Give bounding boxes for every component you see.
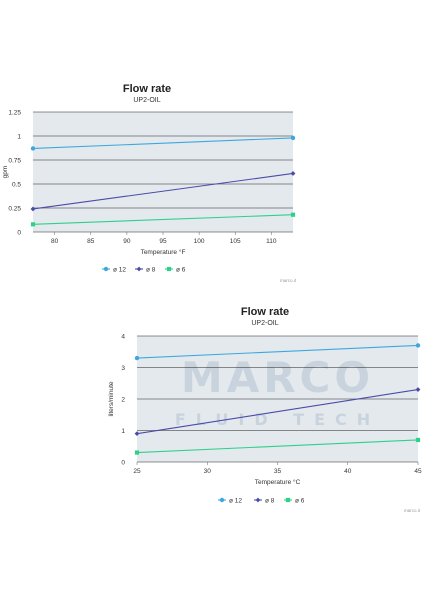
y-tick-label: 3: [121, 365, 125, 372]
y-axis-label: gpm: [2, 166, 9, 179]
data-point: [30, 146, 36, 151]
data-point: [415, 387, 421, 392]
chart-subtitle: UP2-OIL: [133, 97, 160, 104]
chart-title: Flow rate: [123, 83, 171, 95]
data-point: [290, 212, 296, 217]
x-tick-label: 45: [414, 468, 422, 475]
x-axis-label: Temperature °C: [255, 478, 301, 486]
x-tick-label: 100: [194, 238, 205, 245]
legend-marker: [166, 266, 172, 272]
y-tick-label: 0: [121, 459, 125, 466]
data-point: [30, 222, 36, 227]
x-tick-label: 105: [230, 238, 241, 245]
x-tick-label: 30: [204, 468, 212, 475]
legend-label: ø 8: [146, 266, 156, 273]
flow-rate-chart-celsius: MARCO FLUID TECH 0 1 2 3 4 25 30 35 40 45 Temperatur…: [0, 300, 424, 518]
y-axis-label: liters/minute: [108, 381, 115, 416]
x-tick-label: 110: [266, 238, 277, 245]
legend-label: ø 12: [113, 266, 126, 273]
series-line-1: [32, 137, 294, 150]
legend-marker: [103, 266, 109, 272]
legend-label: ø 12: [229, 497, 242, 504]
chart-subtitle: UP2-OIL: [251, 320, 278, 327]
series-line-2: [32, 172, 294, 210]
series-line-3: [32, 214, 294, 225]
data-point: [415, 343, 421, 348]
y-tick-label: 4: [121, 333, 125, 340]
x-tick-label: 80: [51, 238, 59, 245]
flow-rate-chart-fahrenheit: 0 0.25 0.5 0.75 1 1.25 80 85 90 95 100 105 110 Temper…: [0, 78, 424, 290]
chart-svg-celsius: MARCO FLUID TECH 0 1 2 3 4 25 30 35 40 45 Temperatur…: [108, 306, 422, 513]
y-tick-label: 2: [121, 396, 125, 403]
x-tick-label: 85: [87, 238, 95, 245]
legend-label: ø 6: [176, 266, 186, 273]
data-point: [134, 431, 140, 437]
legend-marker: [255, 497, 261, 503]
data-point: [134, 355, 140, 361]
data-point: [134, 450, 140, 455]
legend-marker: [285, 497, 291, 503]
x-tick-label: 95: [159, 238, 167, 245]
plot-area: [33, 112, 293, 232]
y-tick-label: 0.5: [12, 181, 21, 188]
chart-svg-fahrenheit: 0 0.25 0.5 0.75 1 1.25 80 85 90 95 100 105 110 Temper…: [2, 83, 297, 283]
x-tick-label: 35: [274, 468, 282, 475]
y-tick-label: 0: [17, 229, 21, 236]
x-tick-label: 90: [123, 238, 131, 245]
legend-label: ø 8: [265, 497, 275, 504]
watermark-logo-text: MARCO: [181, 353, 374, 402]
data-point: [30, 206, 36, 212]
data-point: [290, 171, 296, 176]
credit-text: marco.it: [404, 508, 421, 513]
y-tick-label: 1: [17, 133, 21, 140]
legend-marker: [219, 497, 225, 503]
y-tick-label: 0.75: [8, 157, 21, 164]
watermark-logo-subtext: FLUID TECH: [175, 410, 380, 429]
y-tick-label: 0.25: [8, 205, 21, 212]
series-line-2: [136, 389, 419, 435]
legend-label: ø 6: [295, 497, 305, 504]
y-tick-label: 1: [121, 428, 125, 435]
y-tick-label: 1.25: [8, 109, 21, 116]
x-tick-label: 40: [344, 468, 352, 475]
data-point: [290, 135, 296, 141]
legend-marker: [136, 266, 142, 272]
data-point: [415, 437, 421, 443]
x-tick-label: 25: [133, 468, 141, 475]
series-line-3: [136, 439, 419, 454]
x-axis-label: Temperature °F: [141, 248, 186, 256]
series-line-1: [136, 344, 419, 359]
credit-text: marco.it: [280, 278, 297, 283]
chart-title: Flow rate: [241, 306, 289, 318]
